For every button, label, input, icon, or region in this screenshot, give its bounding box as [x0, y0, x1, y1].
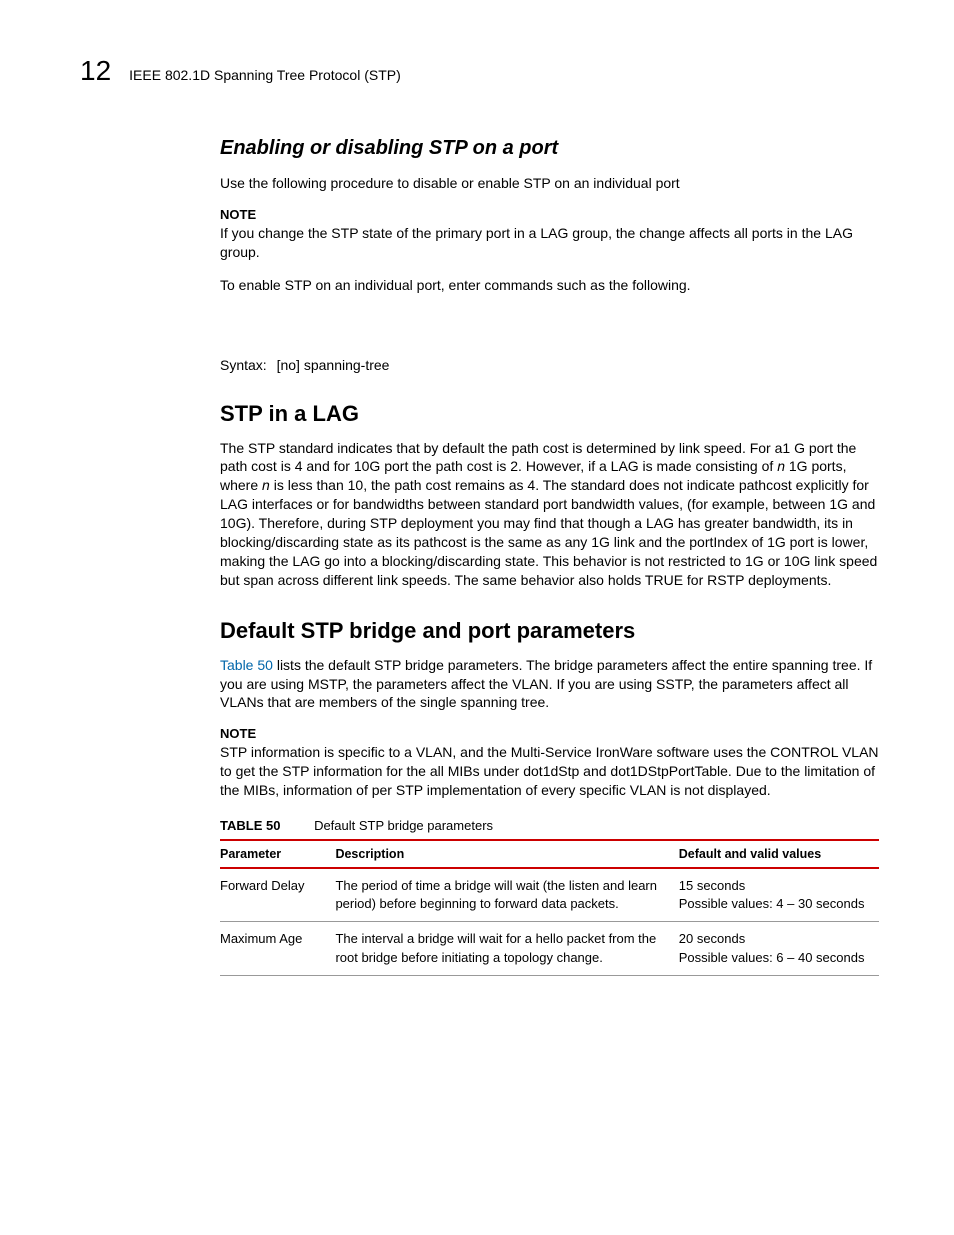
- section3-intro: Table 50 lists the default STP bridge pa…: [220, 656, 879, 713]
- note-label: NOTE: [220, 207, 879, 222]
- chapter-number: 12: [80, 55, 111, 87]
- syntax-label: Syntax:: [220, 357, 267, 373]
- table-50-link[interactable]: Table 50: [220, 657, 273, 673]
- cell-desc: The interval a bridge will wait for a he…: [335, 922, 678, 975]
- table-row: Forward Delay The period of time a bridg…: [220, 868, 879, 922]
- table-header-row: Parameter Description Default and valid …: [220, 840, 879, 868]
- section1-intro: Use the following procedure to disable o…: [220, 174, 879, 193]
- section-heading-default-params: Default STP bridge and port parameters: [220, 618, 879, 644]
- table-caption-label: TABLE 50: [220, 818, 280, 833]
- section1-note-text: If you change the STP state of the prima…: [220, 224, 879, 262]
- syntax-value: [no] spanning-tree: [277, 357, 390, 373]
- params-table: Parameter Description Default and valid …: [220, 839, 879, 976]
- cell-param: Maximum Age: [220, 922, 335, 975]
- section2-body: The STP standard indicates that by defau…: [220, 439, 879, 590]
- chapter-title: IEEE 802.1D Spanning Tree Protocol (STP): [129, 67, 401, 83]
- section1-after-note: To enable STP on an individual port, ent…: [220, 276, 879, 295]
- col-header-description: Description: [335, 840, 678, 868]
- table-caption: TABLE 50 Default STP bridge parameters: [220, 818, 879, 833]
- table-caption-text: Default STP bridge parameters: [314, 818, 493, 833]
- page-header: 12 IEEE 802.1D Spanning Tree Protocol (S…: [80, 55, 879, 87]
- syntax-line: Syntax: [no] spanning-tree: [220, 357, 879, 373]
- note-label: NOTE: [220, 726, 879, 741]
- cell-vals: 20 seconds Possible values: 6 – 40 secon…: [679, 922, 879, 975]
- section-heading-stp-lag: STP in a LAG: [220, 401, 879, 427]
- col-header-parameter: Parameter: [220, 840, 335, 868]
- table-row: Maximum Age The interval a bridge will w…: [220, 922, 879, 975]
- col-header-values: Default and valid values: [679, 840, 879, 868]
- section-heading-enable-disable: Enabling or disabling STP on a port: [220, 137, 879, 160]
- cell-vals: 15 seconds Possible values: 4 – 30 secon…: [679, 868, 879, 922]
- cell-param: Forward Delay: [220, 868, 335, 922]
- cell-desc: The period of time a bridge will wait (t…: [335, 868, 678, 922]
- section3-note-text: STP information is specific to a VLAN, a…: [220, 743, 879, 800]
